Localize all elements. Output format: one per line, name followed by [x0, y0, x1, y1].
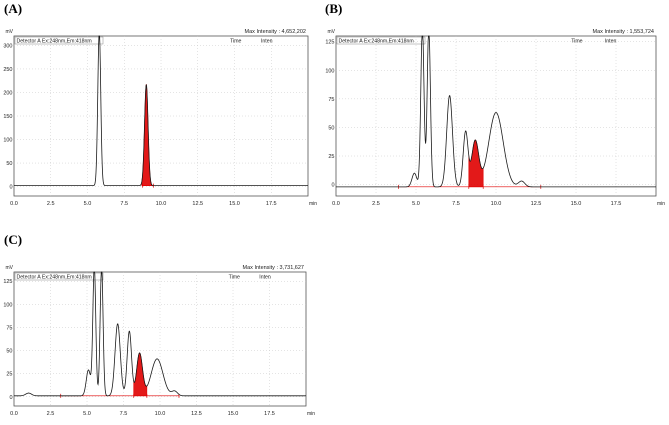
inten-column-label: Inten: [261, 39, 273, 45]
inten-column-label: Inten: [259, 275, 271, 281]
max-intensity-label: Max Intensity : 1,553,724: [593, 29, 654, 35]
x-tick-label: 5.0: [84, 201, 92, 207]
detector-label: Detector A Ex:248nm,Em:418nm: [339, 39, 414, 45]
detector-label: Detector A Ex:248nm,Em:418nm: [17, 39, 92, 45]
x-tick-label: 7.5: [452, 201, 460, 207]
inten-column-label: Inten: [605, 39, 617, 45]
chromatogram-trace: [14, 271, 306, 397]
y-tick-label: 100: [325, 68, 334, 74]
y-tick-label: 125: [325, 40, 334, 46]
chromatogram-trace: [14, 35, 308, 187]
detector-label: Detector A Ex:248nm,Em:418nm: [17, 275, 92, 281]
y-tick-label: 200: [3, 90, 12, 96]
x-tick-label: 2.5: [47, 201, 55, 207]
panel-label-b: (B): [325, 1, 343, 16]
x-tick-label: 10.0: [155, 411, 166, 417]
time-column-label: Time: [571, 39, 582, 45]
x-tick-label: 10.0: [156, 201, 167, 207]
x-tick-label: 12.5: [531, 201, 542, 207]
y-tick-label: 125: [3, 279, 12, 285]
y-unit-label: mV: [6, 265, 14, 271]
x-tick-label: 0.0: [332, 201, 340, 207]
x-tick-label: 15.0: [229, 201, 240, 207]
y-tick-label: 150: [3, 114, 12, 120]
panel-label-c: (C): [4, 232, 23, 247]
y-tick-label: 0: [331, 183, 334, 189]
x-tick-label: 12.5: [191, 411, 202, 417]
x-tick-label: 12.5: [192, 201, 203, 207]
x-tick-label: 2.5: [47, 411, 55, 417]
x-tick-label: 17.5: [266, 201, 277, 207]
y-tick-label: 0: [9, 185, 12, 191]
x-unit-label: min: [307, 411, 315, 417]
y-tick-label: 75: [6, 325, 12, 331]
x-tick-label: 17.5: [611, 201, 622, 207]
y-tick-label: 25: [6, 372, 12, 378]
x-tick-label: 5.0: [83, 411, 91, 417]
max-intensity-label: Max Intensity : 4,652,202: [245, 29, 306, 35]
y-tick-label: 100: [3, 302, 12, 308]
y-tick-label: 100: [3, 138, 12, 144]
x-unit-label: min: [657, 201, 665, 207]
y-tick-label: 25: [328, 154, 334, 160]
chromatogram-a: 0.0 2.5 5.0 7.5 10.0 12.5 15.0 17.5 0 50 100 150 200…: [3, 29, 317, 207]
detector-box: [14, 36, 104, 45]
chromatogram-b: 0.0 2.5 5.0 7.5 10.0 12.5 15.0 17.5 0 25 50 75 100 12…: [325, 29, 665, 207]
y-tick-label: 0: [9, 395, 12, 401]
x-tick-label: 15.0: [571, 201, 582, 207]
detector-box: [14, 272, 104, 281]
x-tick-label: 2.5: [372, 201, 380, 207]
y-tick-label: 75: [328, 97, 334, 103]
x-unit-label: min: [309, 201, 317, 207]
max-intensity-label: Max Intensity : 3,731,627: [243, 265, 304, 271]
y-tick-label: 50: [6, 349, 12, 355]
x-tick-label: 7.5: [120, 201, 128, 207]
chromatogram-c: 0.0 2.5 5.0 7.5 10.0 12.5 15.0 17.5 0 25 50 75 100 12…: [3, 265, 315, 417]
chromatogram-trace: [336, 35, 656, 188]
x-tick-label: 0.0: [10, 411, 18, 417]
x-tick-label: 17.5: [264, 411, 275, 417]
y-tick-label: 250: [3, 67, 12, 73]
time-column-label: Time: [229, 275, 240, 281]
y-unit-label: mV: [328, 29, 336, 35]
y-tick-label: 300: [3, 43, 12, 49]
x-tick-label: 5.0: [412, 201, 420, 207]
panel-label-a: (A): [4, 1, 23, 16]
y-tick-label: 50: [6, 161, 12, 167]
time-column-label: Time: [230, 39, 241, 45]
x-tick-label: 7.5: [120, 411, 128, 417]
x-tick-label: 15.0: [228, 411, 239, 417]
y-tick-label: 50: [328, 125, 334, 131]
x-tick-label: 0.0: [10, 201, 18, 207]
y-unit-label: mV: [6, 29, 14, 35]
x-tick-label: 10.0: [491, 201, 502, 207]
plot-frame: [335, 35, 657, 197]
detector-box: [336, 36, 426, 45]
